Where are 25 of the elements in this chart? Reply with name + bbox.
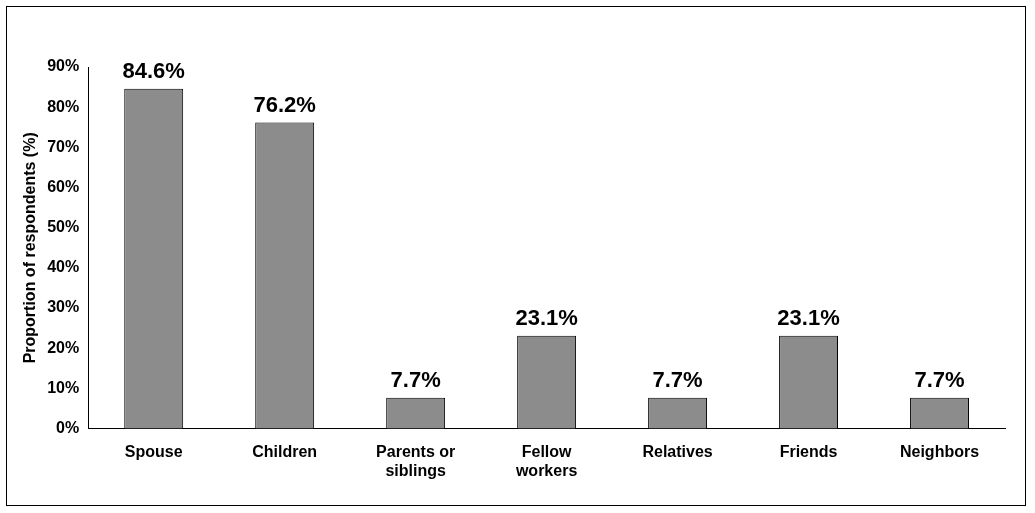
y-tick-label: 0% <box>56 419 80 437</box>
y-tick-label: 90% <box>47 57 80 75</box>
x-tick-label: Children <box>252 442 318 460</box>
y-tick-label: 80% <box>47 97 80 115</box>
y-tick-label: 30% <box>47 298 80 316</box>
y-axis-title: Proportion of respondents (%) <box>21 132 39 364</box>
x-tick-label: Neighbors <box>899 442 980 460</box>
x-tick-label: Parents or siblings <box>376 442 456 479</box>
data-label: 84.6% <box>122 57 185 83</box>
y-tick-label: 50% <box>47 218 80 236</box>
data-label: 7.7% <box>390 366 441 392</box>
y-tick-label: 70% <box>47 137 80 155</box>
y-tick-label: 60% <box>47 177 80 195</box>
data-label: 23.1% <box>515 304 578 330</box>
x-tick-label: Spouse <box>124 442 183 460</box>
y-tick-label: 10% <box>47 378 80 396</box>
data-label: 23.1% <box>777 304 840 330</box>
x-tick-label: Friends <box>779 442 838 460</box>
y-tick-label: 20% <box>47 338 80 356</box>
x-tick-label: Relatives <box>642 442 713 460</box>
data-label: 7.7% <box>652 366 703 392</box>
data-label: 76.2% <box>253 91 316 117</box>
y-tick-label: 40% <box>47 258 80 276</box>
x-tick-label: Fellow workers <box>514 442 578 479</box>
data-label: 7.7% <box>914 366 965 392</box>
